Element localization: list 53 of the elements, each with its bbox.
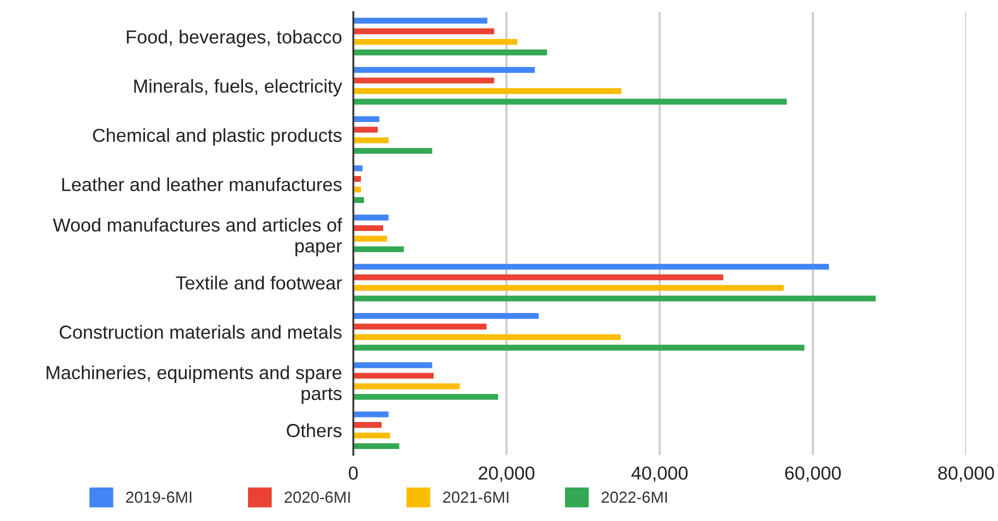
- bar: [353, 148, 432, 154]
- y-tick-label: Chemical and plastic products: [93, 128, 342, 146]
- bar: [353, 176, 361, 182]
- legend-label: 2021-6MI: [443, 492, 508, 503]
- bar: [353, 264, 829, 270]
- x-tick-label: 0: [348, 466, 358, 480]
- bar: [353, 28, 494, 34]
- bar: [353, 67, 535, 73]
- bar: [353, 18, 488, 24]
- y-tick-label: Machineries, equipments and spare parts: [46, 365, 342, 404]
- bar: [353, 296, 876, 302]
- bar: [353, 236, 387, 242]
- bar: [353, 284, 784, 291]
- y-tick-label: Leather and leather manufactures: [62, 177, 342, 192]
- y-tick-label: Others: [286, 423, 342, 438]
- bar: [353, 383, 460, 390]
- bar: [353, 324, 487, 330]
- bar: [353, 50, 548, 56]
- bar: [353, 372, 434, 379]
- bar: [353, 38, 518, 45]
- bar: [353, 344, 804, 351]
- bar: [353, 137, 389, 144]
- y-tick-label: Wood manufactures and articles of paper: [52, 218, 342, 256]
- x-tick-label: 40,000: [631, 466, 688, 482]
- bar: [353, 246, 404, 252]
- bar: [353, 362, 432, 368]
- bar: [353, 422, 382, 428]
- bar: [353, 186, 361, 192]
- bar: [353, 214, 389, 220]
- bar: [353, 197, 364, 203]
- y-tick-label: Food, beverages, tobacco: [126, 30, 342, 48]
- bar: [353, 116, 380, 122]
- bar: [353, 126, 378, 133]
- bar: [353, 88, 622, 94]
- x-tick-label: 20,000: [478, 466, 534, 482]
- bar: [353, 411, 389, 418]
- bar: [353, 98, 787, 105]
- bar: [353, 274, 724, 280]
- bar: [353, 334, 621, 340]
- y-tick-label: Minerals, fuels, electricity: [134, 78, 342, 96]
- bar: [353, 78, 494, 84]
- bar: [353, 394, 498, 400]
- legend-label: 2022-6MI: [602, 492, 667, 503]
- legend-label: 2020-6MI: [284, 492, 350, 503]
- bar: [353, 225, 384, 232]
- bar: [353, 443, 400, 450]
- legend-label: 2019-6MI: [126, 492, 192, 503]
- bar: [353, 432, 390, 438]
- x-tick-label: 80,000: [938, 466, 994, 482]
- y-tick-label: Construction materials and metals: [60, 325, 342, 339]
- y-tick-label: Textile and footwear: [176, 276, 342, 290]
- x-tick-label: 60,000: [785, 466, 841, 482]
- bar: [353, 313, 539, 319]
